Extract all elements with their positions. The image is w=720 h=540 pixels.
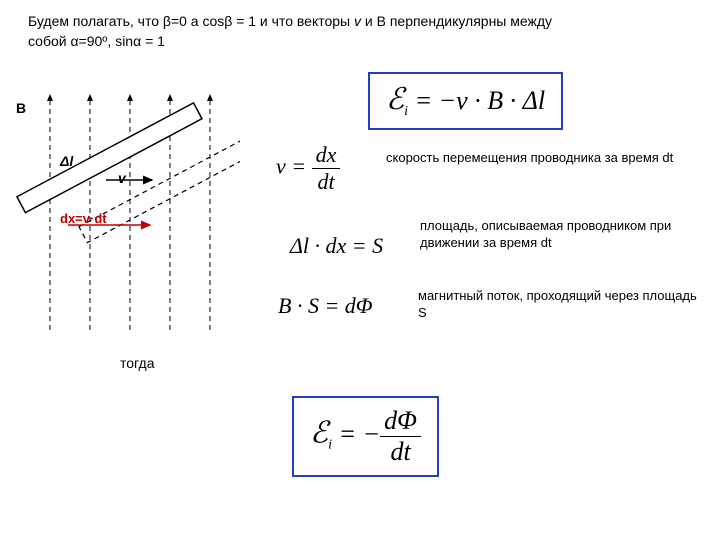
text-part-1: Будем полагать, что β=0 а cosβ = 1 и что… (28, 13, 354, 29)
equation-velocity: v = dx dt (276, 142, 340, 195)
v-denominator: dt (312, 169, 341, 195)
label-velocity: v (118, 170, 126, 186)
text-v-italic: v (354, 13, 361, 29)
equation-emf-final: ℰi = − dΦ dt (292, 396, 439, 477)
then-label: тогда (120, 355, 154, 371)
equation-area: Δl · dx = S (290, 233, 383, 259)
desc-flux: магнитный поток, проходящий через площад… (418, 288, 698, 322)
v-numerator: dx (312, 142, 341, 169)
eq2-mid: = − (332, 419, 380, 448)
v-eq-lhs: v = (276, 154, 306, 179)
label-delta-l: Δl (60, 153, 73, 169)
eq2-denominator: dt (380, 437, 421, 467)
emf-symbol: ℰ (386, 83, 404, 116)
emf-symbol-2: ℰ (310, 416, 328, 449)
equation-emf-main: ℰi = −v · B · Δl (368, 72, 563, 130)
equation-flux: B · S = dΦ (278, 293, 373, 319)
diagram-svg (10, 70, 240, 350)
desc-area: площадь, описываемая проводником при дви… (420, 218, 680, 252)
eq2-numerator: dΦ (380, 406, 421, 437)
eq1-rhs: = −v · B · Δl (408, 86, 545, 115)
text-line-2: собой α=90º, sinα = 1 (28, 33, 165, 49)
top-assumption-text: Будем полагать, что β=0 а cosβ = 1 и что… (28, 12, 688, 51)
text-part-2: и B перпендикулярны между (361, 13, 552, 29)
conductor-diagram (10, 70, 240, 350)
label-dx-displacement: dx=v·dt (60, 211, 107, 226)
desc-velocity: скорость перемещения проводника за время… (386, 150, 696, 167)
